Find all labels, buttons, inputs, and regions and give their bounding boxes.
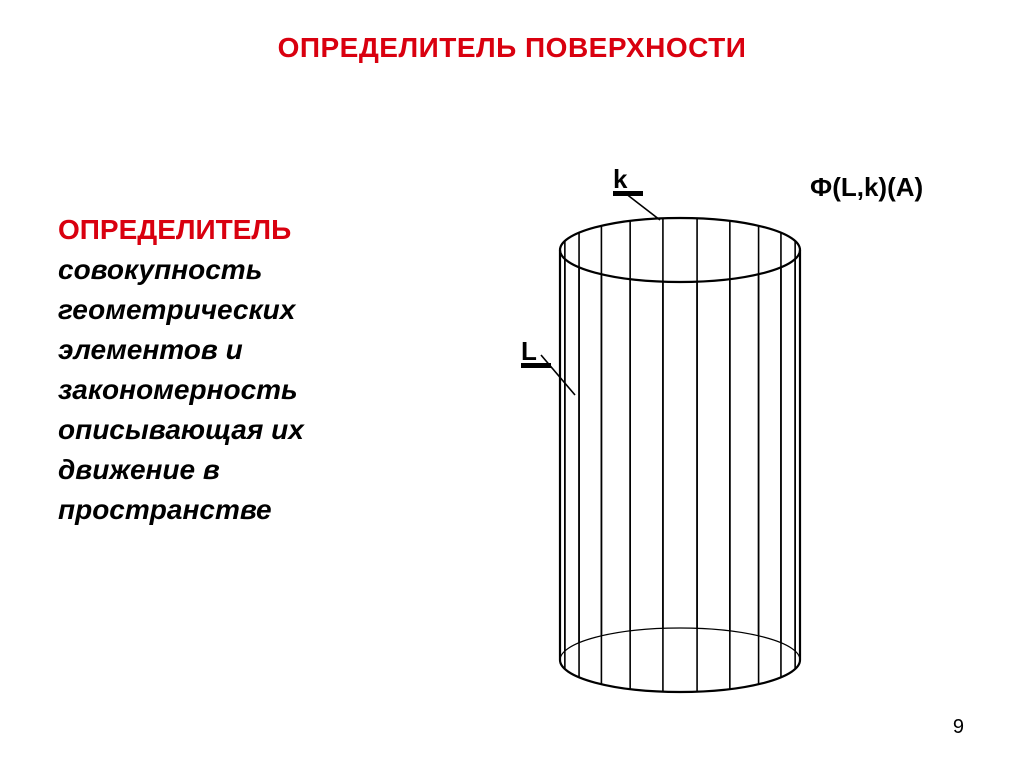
page-title: ОПРЕДЕЛИТЕЛЬ ПОВЕРХНОСТИ [0, 32, 1024, 64]
formula-text: Ф(L,k)(A) [810, 172, 923, 203]
definition-label: ОПРЕДЕЛИТЕЛЬ [58, 214, 291, 245]
page-number: 9 [953, 716, 964, 739]
definition-block: ОПРЕДЕЛИТЕЛЬ совокупность геометрических… [58, 210, 398, 530]
cylinder-diagram [495, 190, 815, 715]
definition-body: совокупность геометрических элементов и … [58, 254, 304, 525]
